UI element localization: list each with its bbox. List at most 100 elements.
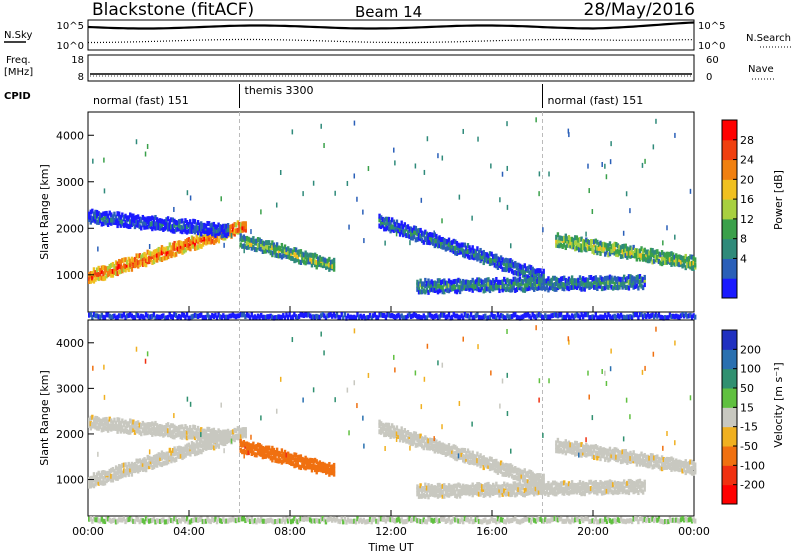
- velocity-cell: [675, 517, 678, 523]
- power-cell: [133, 256, 137, 262]
- velocity-cell: [457, 482, 460, 488]
- power-cell: [487, 258, 490, 264]
- velocity-cell: [95, 479, 99, 485]
- velocity-cell: [626, 489, 629, 495]
- power-cell: [517, 285, 520, 291]
- power-cell: [618, 314, 621, 320]
- power-cell: [171, 314, 175, 320]
- velocity-cell: [662, 519, 665, 525]
- velocity-cell: [635, 479, 639, 485]
- velocity-cell: [162, 425, 165, 431]
- velocity-cell: [206, 426, 209, 432]
- power-cell: [91, 270, 94, 276]
- velocity-cell: [638, 486, 642, 492]
- velocity-cell: [556, 448, 560, 454]
- power-cell: [198, 243, 202, 249]
- velocity-cell: [97, 518, 100, 524]
- velocity-cell: [550, 517, 553, 523]
- velocity-cell: [526, 470, 530, 476]
- power-cell: [154, 252, 157, 258]
- power-cell: [406, 224, 410, 230]
- power-cell: [168, 312, 171, 318]
- power-cell: [564, 281, 567, 287]
- power-cell: [439, 243, 443, 249]
- velocity-cell: [317, 461, 320, 467]
- velocity-cell: [168, 428, 171, 434]
- power-cell: [159, 315, 162, 321]
- power-cell: [538, 171, 541, 177]
- velocity-cell: [313, 457, 317, 463]
- power-cell: [405, 233, 408, 239]
- power-cell: [627, 274, 631, 280]
- velocity-cell: [507, 483, 511, 489]
- power-cell: [427, 239, 430, 245]
- power-cell: [304, 250, 307, 256]
- velocity-cell: [301, 456, 304, 462]
- power-cell: [91, 208, 94, 214]
- velocity-cell: [509, 518, 512, 524]
- velocity-cell: [469, 452, 473, 458]
- velocity-cell: [673, 466, 676, 472]
- power-cell: [521, 314, 525, 320]
- power-cell: [569, 243, 572, 249]
- velocity-cell: [679, 464, 683, 470]
- velocity-cell: [121, 463, 124, 469]
- velocity-cell: [114, 475, 118, 481]
- velocity-cell: [274, 453, 277, 459]
- velocity-cell: [496, 489, 500, 495]
- velocity-cell: [170, 423, 173, 429]
- velocity-cell: [564, 485, 567, 491]
- velocity-cell: [220, 518, 223, 524]
- velocity-cell: [558, 443, 561, 449]
- velocity-cell: [607, 448, 610, 454]
- power-cell: [315, 264, 318, 270]
- velocity-cell: [197, 450, 200, 456]
- power-cell: [533, 286, 536, 292]
- power-cell: [534, 285, 538, 291]
- velocity-cell: [334, 397, 336, 403]
- power-cell: [190, 243, 194, 249]
- velocity-cell: [88, 480, 91, 486]
- power-cell: [645, 314, 648, 320]
- power-cell: [258, 237, 261, 243]
- power-cell: [427, 236, 430, 242]
- velocity-cell: [490, 516, 493, 522]
- x-axis-ticks: 00:00 04:00 08:00 12:00 16:00 20:00 00:00: [72, 306, 710, 538]
- power-cell: [452, 248, 455, 254]
- power-cell: [129, 219, 132, 225]
- velocity-cell: [556, 437, 560, 443]
- velocity-cell: [152, 454, 156, 460]
- velocity-cell: [253, 518, 257, 524]
- velocity-cell: [687, 461, 691, 467]
- power-cell: [220, 196, 222, 202]
- velocity-cell: [230, 429, 233, 435]
- power-cell: [386, 312, 389, 318]
- velocity-cell: [102, 422, 105, 428]
- velocity-cell: [256, 442, 260, 448]
- power-cell: [504, 257, 508, 263]
- velocity-cell: [629, 518, 632, 524]
- velocity-cell: [176, 426, 179, 432]
- power-cell: [162, 219, 165, 225]
- velocity-cell: [539, 483, 542, 489]
- power-cell: [275, 202, 278, 208]
- power-cell: [174, 227, 178, 233]
- velocity-cell: [250, 516, 253, 522]
- velocity-cell: [125, 429, 129, 435]
- power-cell: [496, 312, 500, 318]
- power-cell: [402, 315, 405, 321]
- velocity-cell: [619, 481, 623, 487]
- power-cell: [365, 315, 369, 321]
- velocity-cell: [250, 451, 253, 457]
- velocity-cell: [465, 453, 468, 459]
- power-cell: [607, 245, 610, 251]
- velocity-cell: [260, 415, 262, 421]
- velocity-cell: [187, 450, 191, 456]
- velocity-cell: [200, 449, 203, 455]
- velocity-cell: [670, 466, 673, 472]
- colorbar-swatch: [722, 159, 737, 180]
- velocity-cell: [518, 489, 522, 495]
- power-cell: [630, 315, 634, 321]
- power-cell: [133, 260, 137, 266]
